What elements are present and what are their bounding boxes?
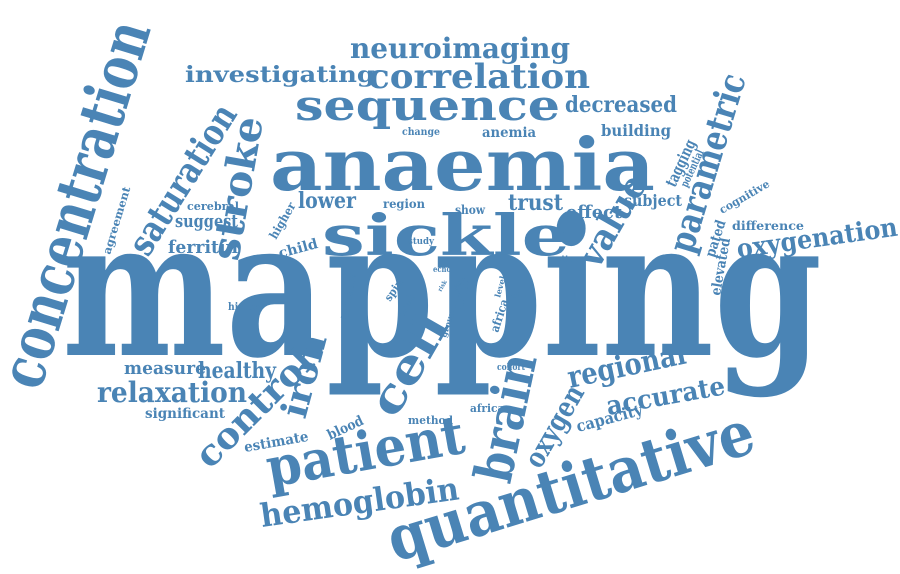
word-building: building bbox=[601, 121, 671, 140]
word-trust: trust bbox=[508, 190, 564, 216]
word-relaxation: relaxation bbox=[97, 376, 247, 409]
word-lower: lower bbox=[298, 188, 356, 214]
word-region: region bbox=[383, 197, 425, 211]
word-matter: matter bbox=[548, 255, 578, 265]
word-difference: difference bbox=[732, 219, 804, 233]
word-anemia: anemia bbox=[482, 125, 536, 141]
word-show: show bbox=[455, 203, 486, 217]
word-correlation: correlation bbox=[368, 57, 590, 97]
word-neuroimaging: neuroimaging bbox=[350, 32, 570, 65]
word-cohort: cohort bbox=[497, 363, 526, 373]
word-method: method bbox=[408, 414, 453, 427]
word-sequence: sequence bbox=[295, 81, 560, 130]
word-decreased: decreased bbox=[565, 92, 677, 118]
word-echo: echo bbox=[433, 264, 452, 274]
word-anaemia: anaemia bbox=[270, 122, 655, 207]
word-measure: measure bbox=[124, 358, 206, 379]
word-healthy: healthy bbox=[198, 358, 277, 384]
word-significant: significant bbox=[145, 406, 226, 422]
word-investigating: investigating bbox=[185, 62, 375, 88]
word-history: history bbox=[228, 302, 265, 313]
word-fox: fox bbox=[453, 278, 464, 291]
word-cerebral: cerebral bbox=[187, 200, 239, 213]
word-vein: vein bbox=[507, 290, 526, 300]
word-african: african bbox=[470, 402, 512, 415]
word-change: change bbox=[402, 127, 440, 138]
word-mapping: mapping bbox=[62, 177, 822, 400]
word-study: study bbox=[408, 237, 435, 247]
word-suggest: suggest bbox=[175, 211, 239, 232]
word-ferritin: ferritin bbox=[168, 237, 238, 258]
word-subject: subject bbox=[624, 191, 683, 210]
word-effect: effect bbox=[566, 202, 623, 223]
word-sickle: sickle bbox=[322, 203, 570, 269]
